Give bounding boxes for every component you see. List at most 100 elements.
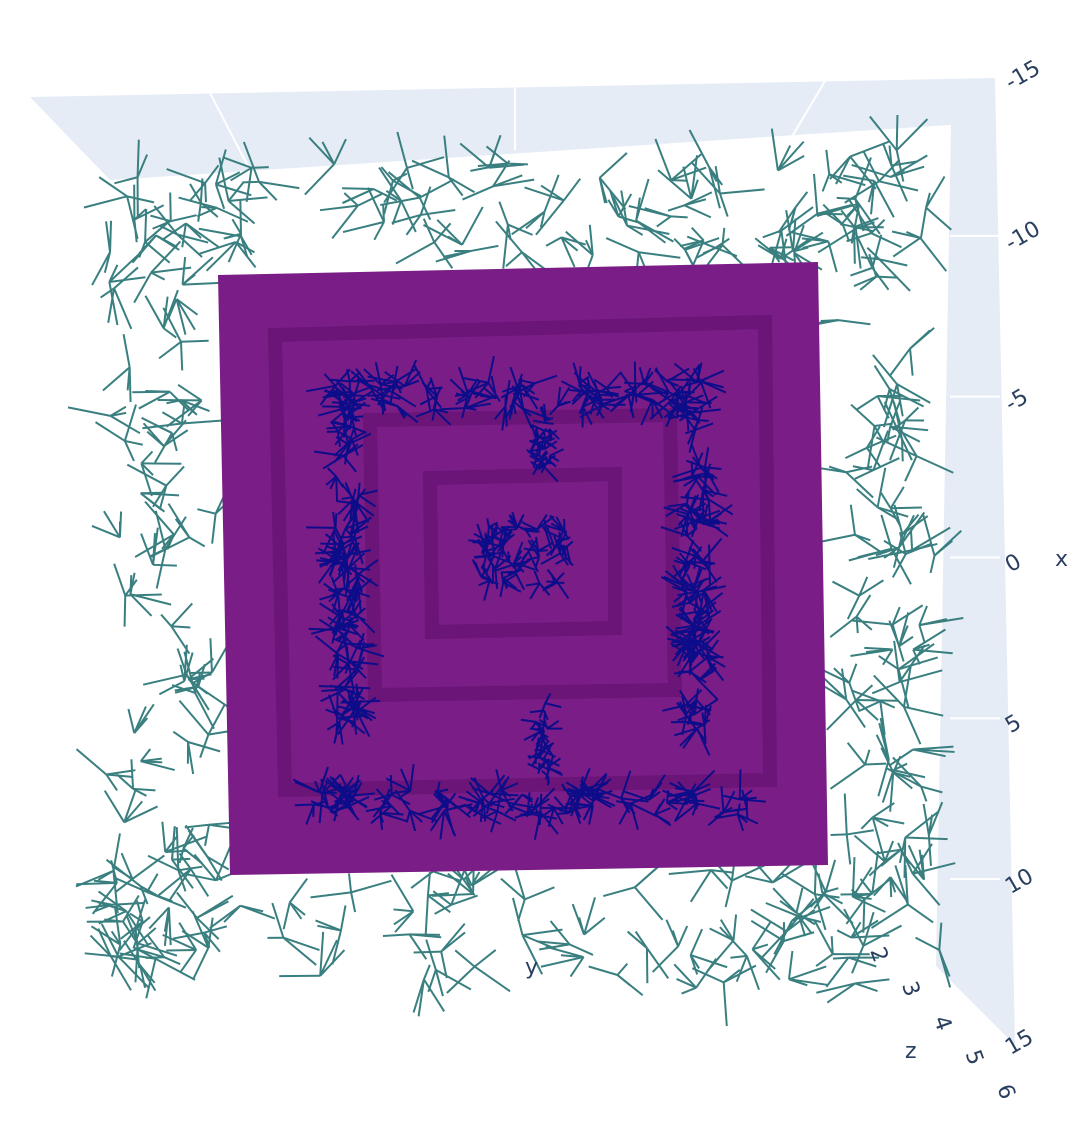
branch [814,174,817,214]
branch [247,168,252,202]
branch [95,422,124,441]
branch [564,179,580,201]
branch [872,235,881,268]
branch [827,700,856,730]
branch [734,915,737,941]
branch [186,223,201,238]
branch [134,220,136,243]
branch [505,406,506,426]
branch [639,252,681,258]
branch [513,898,523,935]
branch [878,468,886,507]
branch [171,626,190,627]
z-axis-title: z [905,1039,917,1064]
x-axis-title: x [1055,547,1068,572]
y-axis-title: y [525,955,538,980]
branch [341,905,346,930]
branch [125,441,143,445]
branch [106,774,117,790]
branch [887,427,890,442]
branch [130,367,131,402]
z-tick-label: 6 [991,1081,1019,1103]
branch [724,982,727,1026]
branch [130,575,131,594]
branch [666,920,678,947]
branch [923,514,934,555]
branch [851,405,874,426]
branch [508,551,509,562]
branch [182,406,184,423]
branch [617,964,627,975]
branch [686,402,712,403]
branch [145,209,146,242]
branch [232,219,241,234]
branch [396,242,434,263]
branch [865,750,869,765]
branch [875,366,890,389]
branch [166,466,184,485]
branch [849,664,856,683]
branch [110,416,139,433]
branch [823,174,830,191]
branch [851,505,855,535]
side-pane [935,78,1015,1045]
branch [789,951,792,979]
branch [845,794,847,835]
branch [830,765,865,789]
branch [172,433,177,451]
branch [161,615,171,627]
branch [166,950,196,951]
z-tick-label: 5 [960,1047,988,1069]
branch [412,161,449,178]
branch [350,381,375,382]
branch [905,838,906,878]
branch [879,259,910,291]
branch [177,299,195,330]
branch [919,606,927,625]
branch [153,565,177,566]
branch [76,749,106,774]
branch [904,707,921,744]
branch [131,759,133,789]
branch [647,948,668,978]
branch [522,930,562,936]
z-tick-label: 4 [928,1012,956,1034]
branch [92,252,110,285]
branch [851,935,889,937]
branch [151,241,180,272]
branch [589,967,618,976]
branch [671,216,688,217]
branch [110,221,111,252]
branch [141,493,179,495]
branch [897,150,904,181]
branch [682,988,697,994]
walls [218,262,828,875]
branch [826,958,848,987]
branch [420,179,454,197]
branch [179,701,208,735]
branch [151,273,165,280]
branch [189,537,204,546]
branch [198,203,201,222]
branch [540,812,541,825]
z-tick-label: 2 [864,944,892,966]
branch [752,921,770,949]
branch [897,384,903,416]
branch [678,926,687,946]
branch [606,238,638,252]
branch [171,215,197,221]
branch [890,349,910,376]
branch [185,825,209,828]
branch [874,181,894,217]
branch [635,387,636,403]
branch [855,983,877,991]
branch [335,611,354,612]
branch [391,875,413,912]
branch [455,950,474,966]
branch [210,638,212,672]
branch [358,194,382,206]
branch [84,196,127,207]
branch [393,909,413,911]
branch [720,189,765,193]
branch [544,711,545,723]
